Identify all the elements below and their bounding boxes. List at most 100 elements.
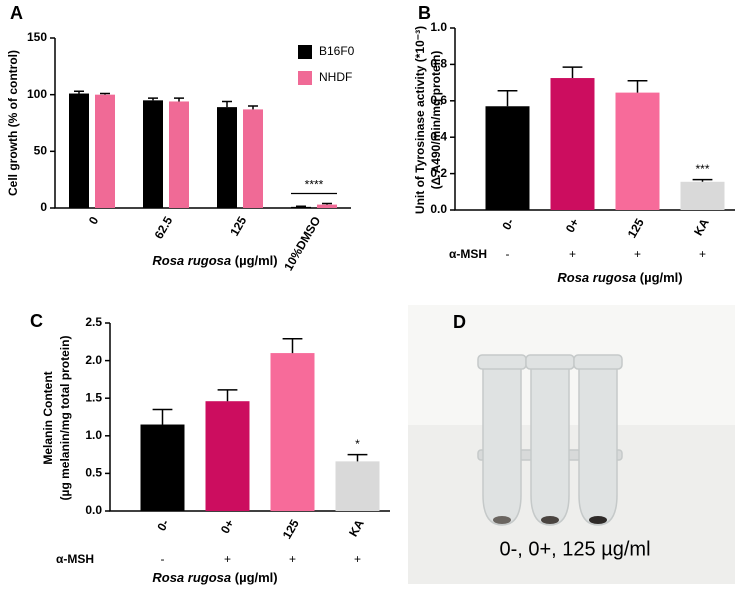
bar — [169, 101, 189, 208]
group-row-value: - — [161, 552, 165, 566]
y-tick-label: 1.0 — [430, 20, 447, 34]
group-row-value: - — [506, 247, 510, 261]
bar — [243, 109, 263, 208]
bar — [140, 424, 185, 511]
x-axis-label: Rosa rugosa (µg/ml) — [557, 270, 682, 285]
bar — [217, 107, 237, 208]
bar — [270, 353, 315, 511]
pellet — [589, 516, 607, 524]
x-tick-label: KA — [346, 517, 367, 539]
error-bar — [222, 100, 232, 108]
tube-cap — [573, 354, 623, 370]
legend-label: NHDF — [319, 70, 352, 84]
error-bar — [497, 90, 518, 107]
error-bar — [100, 92, 110, 95]
x-tick-label: 0+ — [563, 216, 582, 235]
significance-label: * — [355, 437, 360, 451]
group-row-value: + — [354, 552, 361, 566]
bar — [335, 461, 380, 511]
y-axis-label: Cell growth (% of control) — [6, 50, 20, 196]
pellet — [541, 516, 559, 524]
x-tick-label: 0- — [499, 216, 516, 232]
y-tick-label: 0.6 — [430, 93, 447, 107]
group-row-label: α-MSH — [56, 552, 94, 566]
error-bar — [74, 90, 84, 94]
bar — [205, 401, 250, 511]
significance-label: **** — [305, 178, 324, 192]
x-tick-label: 62.5 — [152, 214, 176, 242]
legend-label: B16F0 — [319, 44, 355, 58]
error-bar — [248, 105, 258, 110]
y-tick-label: 50 — [34, 144, 48, 158]
bar — [615, 92, 660, 210]
x-tick-label: 10%DMSO — [281, 214, 323, 273]
x-tick-label: 0+ — [218, 517, 237, 536]
legend-swatch — [298, 71, 312, 85]
y-tick-label: 0.0 — [430, 202, 447, 216]
y-axis-label: Melanin Content — [41, 371, 55, 464]
y-tick-label: 0.0 — [85, 503, 102, 517]
photo-caption: 0-, 0+, 125 µg/ml — [499, 538, 650, 560]
error-bar — [152, 408, 173, 425]
y-tick-label: 2.5 — [85, 315, 102, 329]
panel-label: A — [10, 3, 23, 23]
group-row-label: α-MSH — [449, 247, 487, 261]
y-tick-label: 1.5 — [85, 390, 102, 404]
significance-label: *** — [695, 162, 709, 176]
bar — [291, 206, 311, 208]
x-axis-label-unit: (µg/ml) — [235, 570, 278, 585]
group-row-value: + — [699, 247, 706, 261]
x-tick-label: KA — [691, 216, 712, 238]
y-tick-label: 0.5 — [85, 466, 102, 480]
error-bar — [148, 97, 158, 101]
tube — [482, 364, 522, 526]
error-bar — [282, 338, 303, 354]
tube-cap — [477, 354, 527, 370]
x-tick-label: 125 — [227, 214, 249, 239]
panel-label: C — [30, 311, 43, 331]
bar — [95, 94, 115, 208]
error-bar — [322, 202, 332, 205]
error-bar — [627, 80, 648, 93]
y-tick-label: 2.0 — [85, 353, 102, 367]
bar — [143, 100, 163, 208]
y-axis-label: (µg melanin/mg total protein) — [58, 336, 72, 501]
y-tick-label: 150 — [27, 30, 47, 44]
error-bar — [296, 205, 306, 208]
group-row-value: + — [634, 247, 641, 261]
x-axis-label-italic: Rosa rugosa — [152, 253, 231, 268]
y-tick-label: 100 — [27, 87, 47, 101]
x-tick-label: 125 — [280, 517, 302, 542]
bar — [485, 106, 530, 210]
group-row-value: + — [289, 552, 296, 566]
x-axis-label: Rosa rugosa (µg/ml) — [152, 253, 277, 268]
group-row-value: + — [224, 552, 231, 566]
y-tick-label: 0 — [40, 200, 47, 214]
bar — [69, 93, 89, 208]
group-row-value: + — [569, 247, 576, 261]
y-axis-label: (Δ A490/min/mg protein) — [429, 51, 443, 190]
tube — [530, 364, 570, 526]
x-tick-label: 125 — [625, 216, 647, 241]
x-axis-label-italic: Rosa rugosa — [152, 570, 231, 585]
error-bar — [217, 389, 238, 402]
x-axis-label-unit: (µg/ml) — [235, 253, 278, 268]
y-tick-label: 0.8 — [430, 57, 447, 71]
x-axis-label: Rosa rugosa (µg/ml) — [152, 570, 277, 585]
y-tick-label: 0.2 — [430, 166, 447, 180]
legend-swatch — [298, 45, 312, 59]
x-tick-label: 0 — [86, 214, 102, 227]
y-tick-label: 1.0 — [85, 428, 102, 442]
bar — [550, 78, 595, 210]
bar — [680, 181, 725, 210]
pellet — [493, 516, 511, 524]
error-bar — [174, 97, 184, 102]
x-axis-label-italic: Rosa rugosa — [557, 270, 636, 285]
x-tick-label: 0- — [154, 517, 171, 533]
error-bar — [692, 178, 713, 182]
bar — [317, 204, 337, 208]
y-axis-label: Unit of Tyrosinase activity (*10⁻³) — [413, 26, 427, 214]
tube-cap — [525, 354, 575, 370]
tubes — [477, 354, 623, 526]
